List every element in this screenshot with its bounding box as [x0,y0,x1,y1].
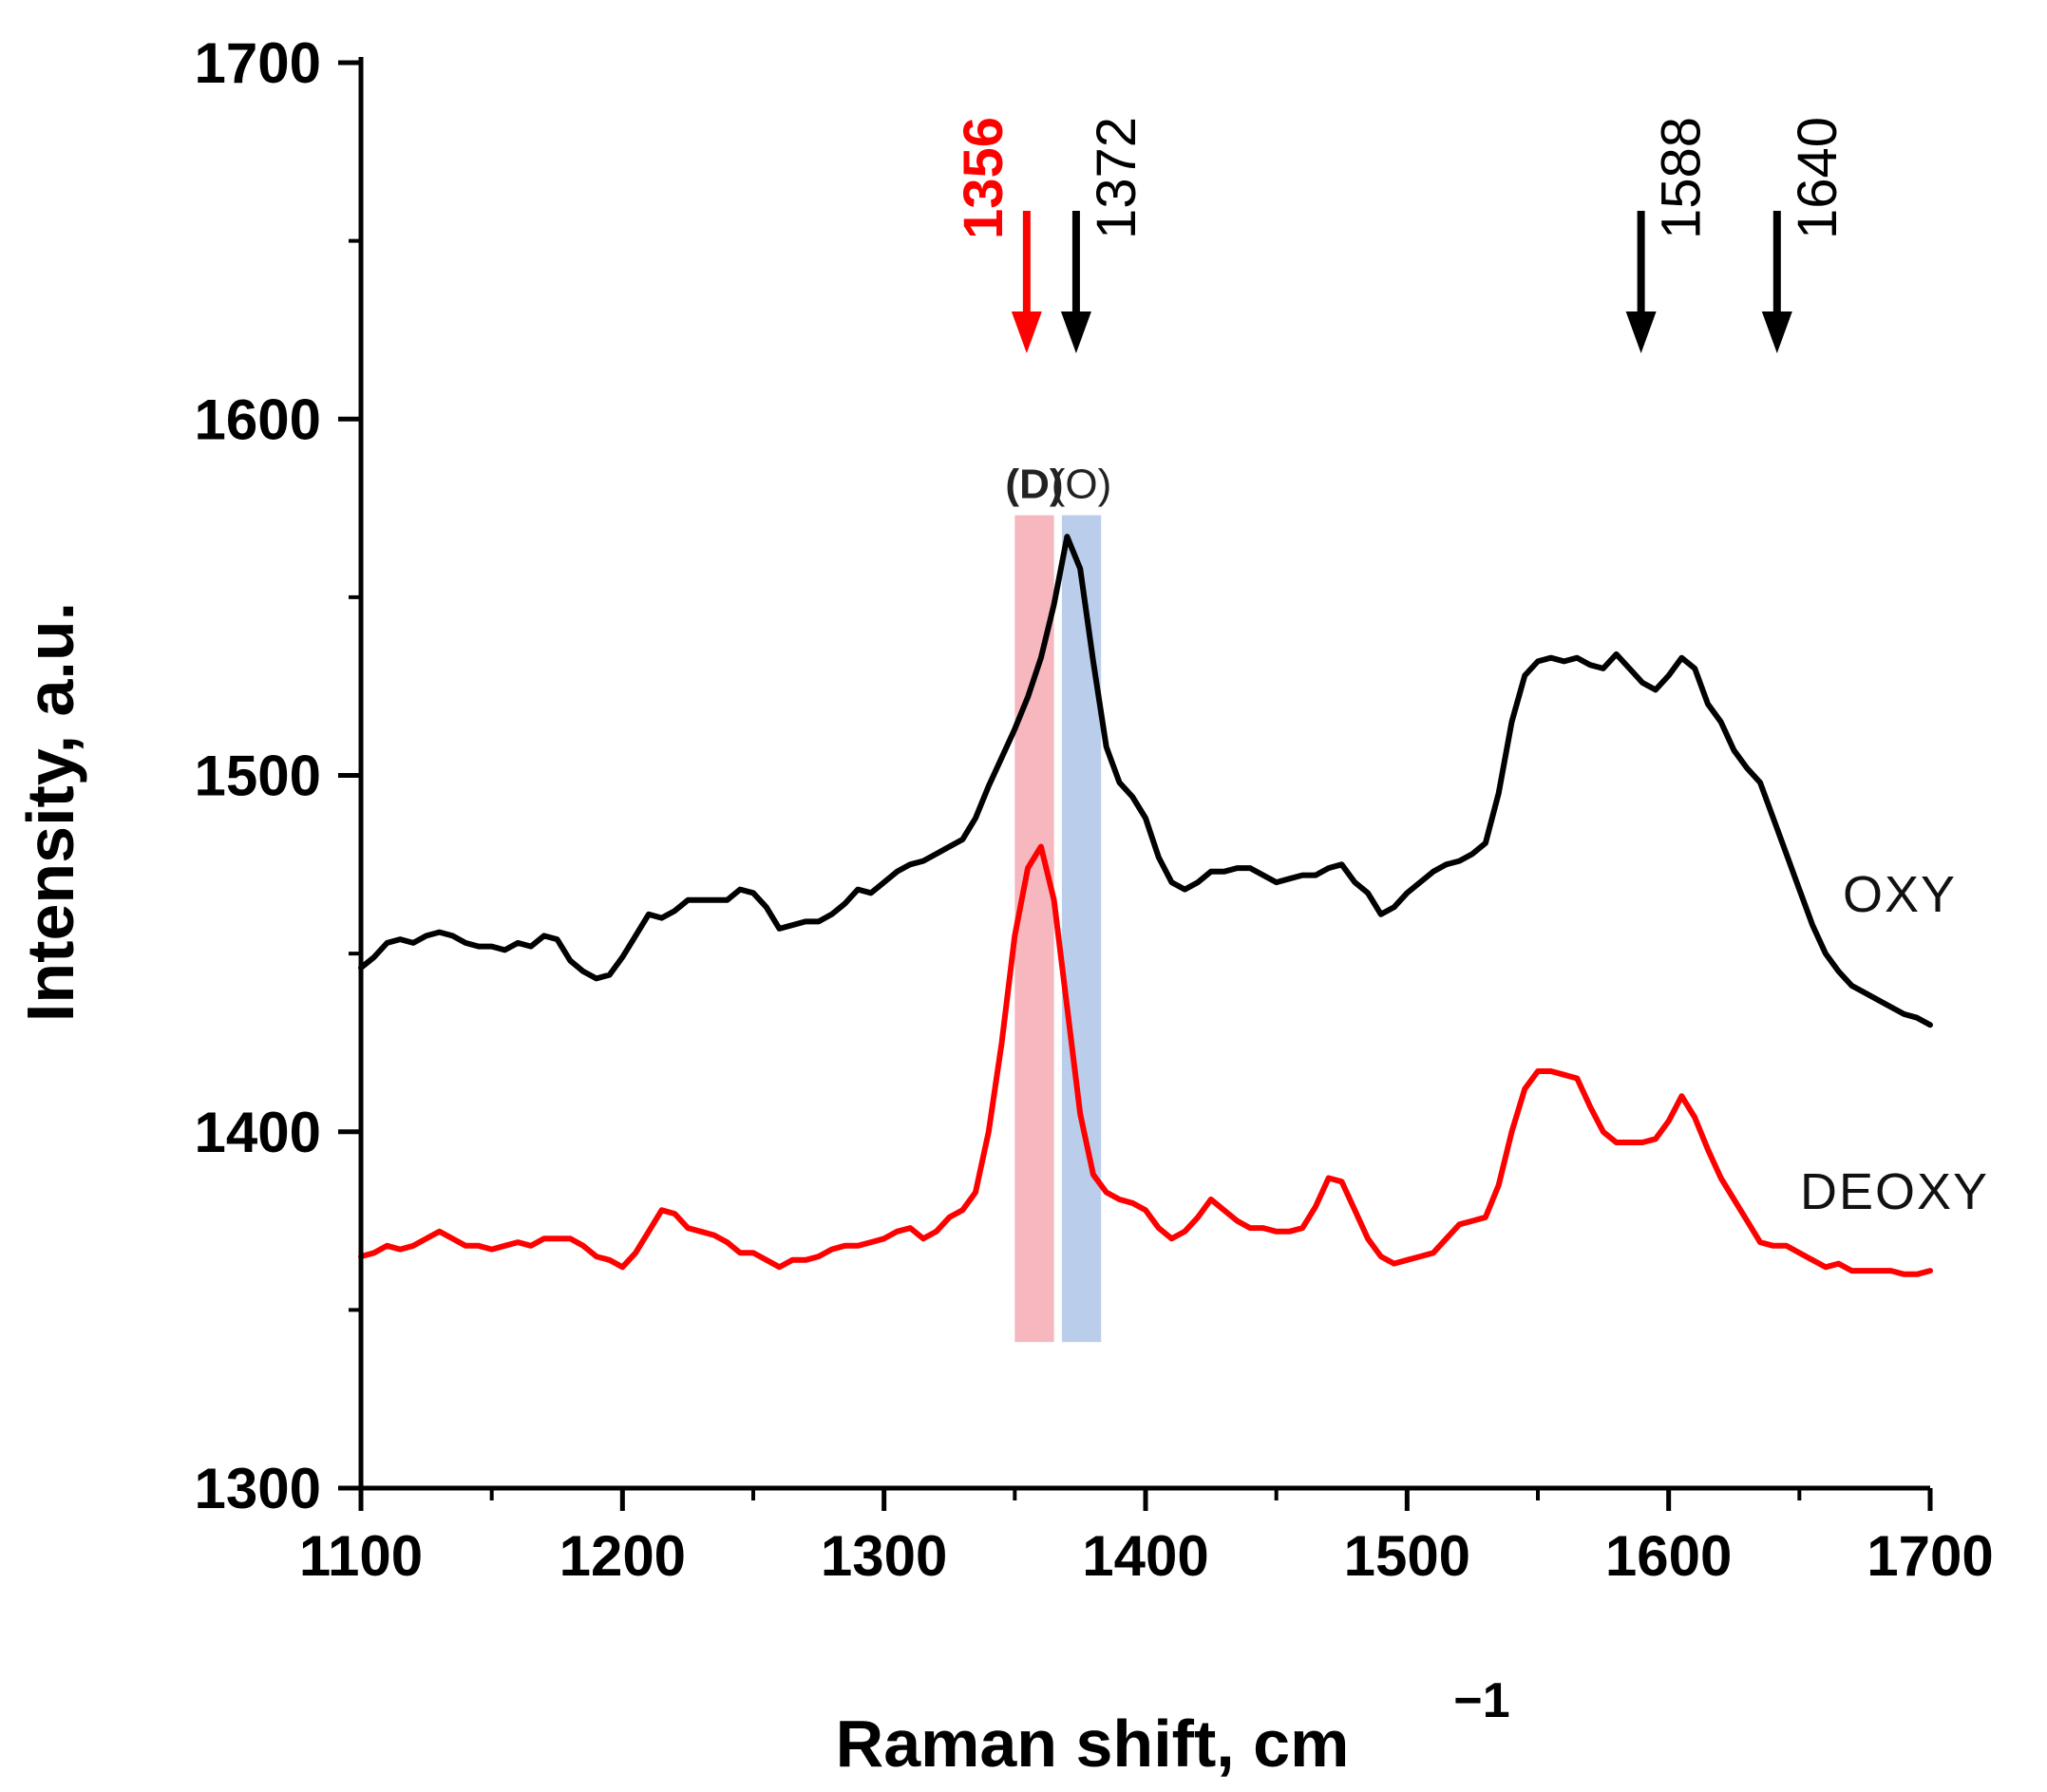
y-tick-label: 1400 [195,1101,321,1164]
peak-label: 1588 [1651,117,1713,239]
x-axis-title: Raman shift, cm [836,1707,1350,1781]
y-tick-label: 1500 [195,745,321,808]
annotation-layer: (D)(O) OXY DEOXY 1356 1372 1588 1640 [953,117,1989,1220]
peak-label: 1640 [1787,117,1848,239]
series-line-deoxy [358,843,1933,1277]
y-tick-label: 1300 [195,1457,321,1520]
peak-label: 1356 [953,117,1014,239]
y-axis-title: Intensity, a.u. [13,602,87,1022]
x-tick-label: 1600 [1605,1524,1732,1588]
peak-arrowhead [1011,311,1042,353]
y-tick-label: 1600 [195,387,321,451]
series-label: DEOXY [1800,1163,1989,1220]
y-tick-label: 1700 [195,31,321,95]
x-tick-label: 1300 [821,1524,947,1588]
x-axis-title-superscript: −1 [1453,1673,1509,1728]
series-label: OXY [1843,866,1957,923]
series-layer [358,534,1933,1277]
peak-arrowhead [1625,311,1657,353]
peak-arrowhead [1060,311,1091,353]
x-tick-label: 1500 [1344,1524,1470,1588]
peak-arrowhead [1761,311,1792,353]
band-rect [1014,515,1054,1343]
x-tick-label: 1700 [1867,1524,1993,1588]
x-tick-label: 1100 [299,1524,423,1588]
peak-label: 1372 [1086,117,1147,239]
band-rect [1061,515,1102,1343]
x-tick-label: 1200 [559,1524,686,1588]
x-tick-label: 1400 [1082,1524,1208,1588]
band-label: (O) [1052,462,1112,508]
axes-layer: 1100 1200 1300 1400 1500 1600 1700 1300 1400 1500… [195,31,1994,1588]
band-label: (D) [1005,462,1063,508]
series-line-oxy [358,534,1933,1028]
